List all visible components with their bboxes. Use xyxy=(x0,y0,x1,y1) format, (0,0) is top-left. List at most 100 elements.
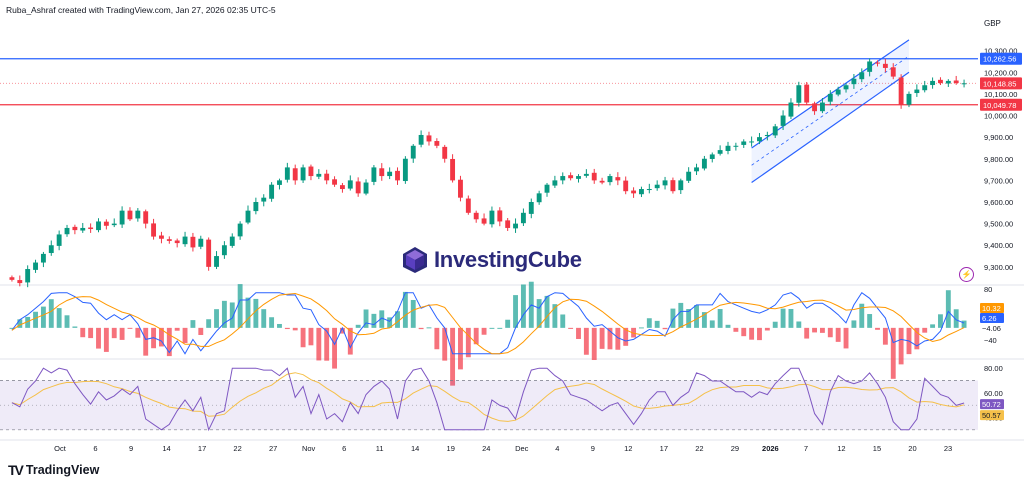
candle-body xyxy=(796,85,802,103)
macd-histogram-bar xyxy=(513,295,518,328)
time-tick-label: 19 xyxy=(447,444,455,453)
time-tick-label: Oct xyxy=(54,444,67,453)
macd-histogram-bar xyxy=(694,305,699,328)
candle-body xyxy=(458,179,463,198)
candle-body xyxy=(639,189,644,195)
rsi-line xyxy=(11,367,965,432)
time-tick-label: 12 xyxy=(624,444,632,453)
macd-marker-badge xyxy=(980,303,1004,313)
candle-body xyxy=(906,93,912,105)
candle-body xyxy=(151,223,157,237)
macd-histogram-bar xyxy=(284,327,290,330)
macd-histogram-bar xyxy=(166,327,172,357)
candle-body xyxy=(308,166,314,177)
macd-histogram-bar xyxy=(812,327,817,333)
level-badge-label: 10,262.56 xyxy=(983,55,1016,64)
candle-body xyxy=(96,221,101,231)
macd-histogram-bar xyxy=(733,327,739,332)
candle-body xyxy=(48,245,54,254)
candle-body xyxy=(434,141,440,146)
macd-histogram-bar xyxy=(143,327,149,356)
macd-histogram-bar xyxy=(339,327,345,334)
rsi-marker-badge xyxy=(980,399,1004,410)
macd-histogram-bar xyxy=(678,302,684,328)
macd-histogram-bar xyxy=(497,327,503,329)
time-tick-label: 7 xyxy=(804,444,808,453)
lightning-icon[interactable]: ⚡ xyxy=(959,267,974,282)
candle-body xyxy=(646,189,652,191)
macd-line xyxy=(11,291,965,355)
macd-histogram-bar xyxy=(402,291,408,328)
macd-histogram-bar xyxy=(458,327,463,370)
time-tick-label: 23 xyxy=(944,444,952,453)
macd-histogram-bar xyxy=(221,300,227,328)
candle-body xyxy=(882,63,888,68)
candle-body xyxy=(450,158,456,181)
macd-histogram-bar xyxy=(725,324,731,328)
rsi-marker-label: 50.57 xyxy=(982,411,1001,420)
macd-histogram-bar xyxy=(363,309,369,328)
candle-body xyxy=(103,221,109,226)
candle-body xyxy=(945,80,951,84)
candle-body xyxy=(552,180,558,186)
macd-histogram-bar xyxy=(938,314,943,328)
candle-body xyxy=(544,184,550,193)
rsi-marker-badge xyxy=(980,410,1004,421)
candle-body xyxy=(198,238,204,247)
macd-histogram-bar xyxy=(859,303,865,328)
macd-histogram-bar xyxy=(607,327,613,350)
level-badge xyxy=(980,98,1022,111)
macd-histogram-bar xyxy=(505,319,511,328)
candle-body xyxy=(914,89,920,94)
candle-body xyxy=(292,168,298,181)
candle-body xyxy=(819,102,825,112)
candle-body xyxy=(245,210,251,223)
macd-histogram-bar xyxy=(536,299,542,328)
macd-histogram-bar xyxy=(25,316,31,328)
candle-body xyxy=(347,180,353,189)
macd-histogram-bar xyxy=(835,327,841,342)
candle-body xyxy=(568,175,574,179)
last-price-badge xyxy=(980,77,1022,90)
candle-body xyxy=(355,181,361,194)
candle-body xyxy=(536,193,542,203)
macd-histogram-bar xyxy=(670,308,676,328)
time-tick-label: 27 xyxy=(269,444,277,453)
tradingview-branding[interactable]: TV TradingView xyxy=(8,462,99,478)
candle-body xyxy=(867,61,873,72)
candle-body xyxy=(686,171,692,181)
macd-histogram-bar xyxy=(426,327,432,329)
candle-body xyxy=(395,170,400,181)
macd-histogram-bar xyxy=(174,327,180,331)
price-tick-label: 9,900.00 xyxy=(984,133,1013,142)
macd-histogram-bar xyxy=(245,297,251,328)
tradingview-logo-icon: TV xyxy=(8,462,24,478)
macd-histogram-bar xyxy=(111,327,117,339)
macd-histogram-bar xyxy=(88,327,94,339)
tradingview-text: TradingView xyxy=(25,463,100,477)
candle-body xyxy=(324,173,330,181)
chart-header: Ruba_Ashraf created with TradingView.com… xyxy=(6,5,276,15)
candle-body xyxy=(33,262,38,270)
rsi-tick-label: 80.00 xyxy=(984,364,1003,373)
macd-histogram-bar xyxy=(701,312,707,328)
candle-body xyxy=(670,180,676,192)
candle-body xyxy=(253,202,259,212)
candle-body xyxy=(953,80,959,84)
candle-body xyxy=(898,77,904,105)
macd-histogram-bar xyxy=(72,326,78,328)
level-badge-label: 10,049.78 xyxy=(983,101,1016,110)
macd-marker-badge xyxy=(980,313,1004,323)
macd-histogram-bar xyxy=(930,324,936,328)
macd-histogram-bar xyxy=(48,299,54,328)
candle-body xyxy=(261,197,267,202)
candle-body xyxy=(418,134,424,145)
candle-body xyxy=(237,223,243,237)
time-tick-label: 14 xyxy=(162,444,170,453)
macd-histogram-bar xyxy=(332,327,337,369)
candle-body xyxy=(717,150,723,154)
time-tick-label: 24 xyxy=(482,444,490,453)
rsi-tick-label: 60.00 xyxy=(984,389,1003,398)
candle-body xyxy=(363,182,369,194)
